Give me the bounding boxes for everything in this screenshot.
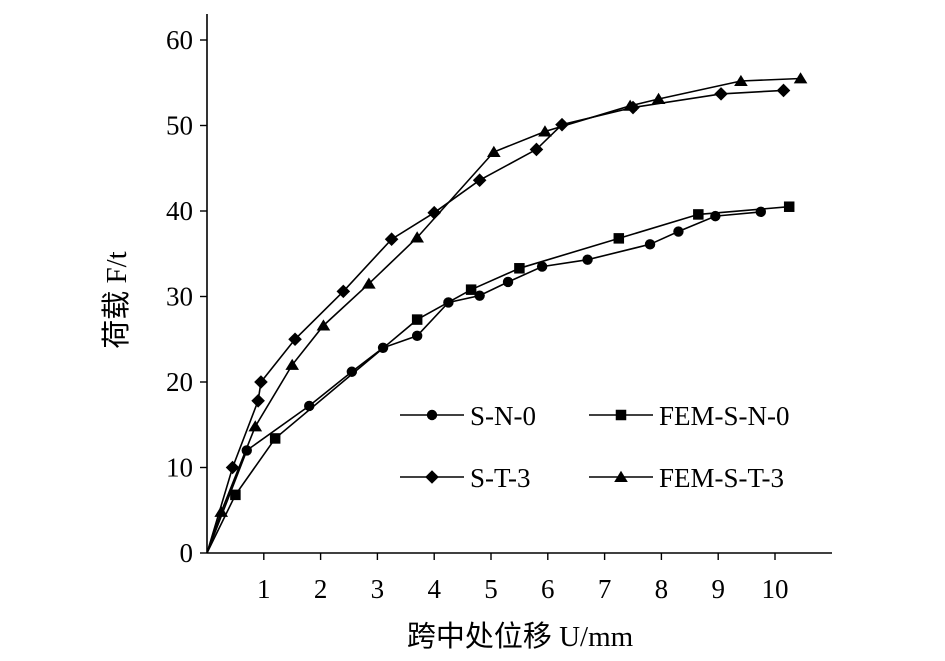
data-point — [362, 277, 376, 289]
data-point — [288, 332, 302, 347]
data-point — [336, 284, 351, 299]
data-point — [793, 72, 808, 84]
data-point — [346, 366, 358, 377]
y-tick-label: 30 — [166, 282, 193, 312]
data-point — [555, 117, 569, 132]
legend-marker — [615, 409, 627, 421]
series-group — [206, 72, 808, 554]
legend-entry: FEM-S-T-3 — [589, 463, 784, 493]
legend: S-N-0 FEM-S-N-0 S-T-3 FEM-S-T-3 — [400, 401, 790, 493]
data-point — [248, 420, 263, 432]
y-tick-label: 10 — [166, 453, 193, 483]
data-point — [285, 358, 300, 370]
legend-label: FEM-S-N-0 — [659, 401, 790, 431]
legend-entry: S-T-3 — [400, 463, 531, 493]
data-point — [613, 233, 625, 244]
legend-entry: FEM-S-N-0 — [589, 401, 790, 431]
y-tick-label: 60 — [166, 25, 193, 55]
legend-marker — [614, 470, 628, 482]
data-point — [410, 231, 424, 243]
series-s-t-3 — [206, 83, 791, 554]
legend-entry: S-N-0 — [400, 401, 536, 431]
y-axis-title: 荷载 F/t — [100, 251, 133, 349]
x-axis-title: 跨中处位移 U/mm — [407, 620, 634, 653]
legend-marker — [426, 409, 438, 421]
y-axis: 0 10 20 30 40 50 60 — [166, 14, 208, 568]
data-point — [536, 261, 548, 272]
data-point — [673, 226, 684, 237]
x-tick-label: 7 — [598, 574, 612, 604]
data-point — [269, 433, 281, 444]
data-point — [644, 239, 656, 250]
data-point — [465, 284, 477, 295]
y-tick-label: 0 — [180, 538, 194, 568]
legend-label: FEM-S-T-3 — [659, 463, 784, 493]
legend-label: S-N-0 — [470, 401, 536, 431]
data-point — [472, 173, 487, 188]
data-point — [316, 319, 331, 331]
data-point — [487, 145, 501, 157]
x-tick-label: 8 — [655, 574, 669, 604]
data-point — [693, 209, 704, 220]
data-point — [230, 489, 241, 501]
data-point — [623, 99, 637, 111]
data-point — [502, 276, 514, 288]
x-tick-label: 6 — [541, 574, 555, 604]
data-point — [776, 83, 791, 98]
data-point — [251, 394, 265, 408]
legend-label: S-T-3 — [470, 463, 531, 493]
data-point — [714, 87, 728, 101]
data-point — [529, 142, 544, 157]
data-point — [225, 460, 240, 475]
data-point — [514, 263, 525, 274]
data-point — [734, 74, 748, 86]
data-point — [411, 314, 423, 325]
data-point — [651, 92, 666, 104]
y-tick-label: 40 — [166, 196, 193, 226]
series-fem-s-n-0 — [206, 201, 795, 554]
x-tick-label: 3 — [371, 574, 385, 604]
data-point — [411, 330, 423, 342]
x-tick-label: 9 — [711, 574, 725, 604]
y-tick-label: 50 — [166, 111, 193, 141]
x-tick-label: 10 — [762, 574, 789, 604]
x-tick-label: 2 — [314, 574, 328, 604]
series-line — [206, 211, 761, 554]
x-tick-label: 1 — [257, 574, 271, 604]
legend-marker — [425, 470, 439, 484]
data-point — [474, 290, 485, 301]
series-fem-s-t-3 — [206, 72, 808, 554]
data-point — [538, 125, 552, 137]
series-s-n-0 — [206, 206, 766, 554]
data-point — [582, 254, 593, 265]
y-tick-label: 20 — [166, 367, 193, 397]
data-point — [384, 232, 399, 247]
series-line — [206, 205, 790, 554]
data-point — [254, 375, 268, 389]
x-tick-label: 5 — [484, 574, 498, 604]
data-point — [214, 505, 229, 517]
data-point — [783, 201, 795, 212]
data-point — [427, 205, 441, 220]
x-tick-label: 4 — [427, 574, 441, 604]
x-axis: 1 2 3 4 5 6 7 8 9 10 — [207, 552, 832, 604]
